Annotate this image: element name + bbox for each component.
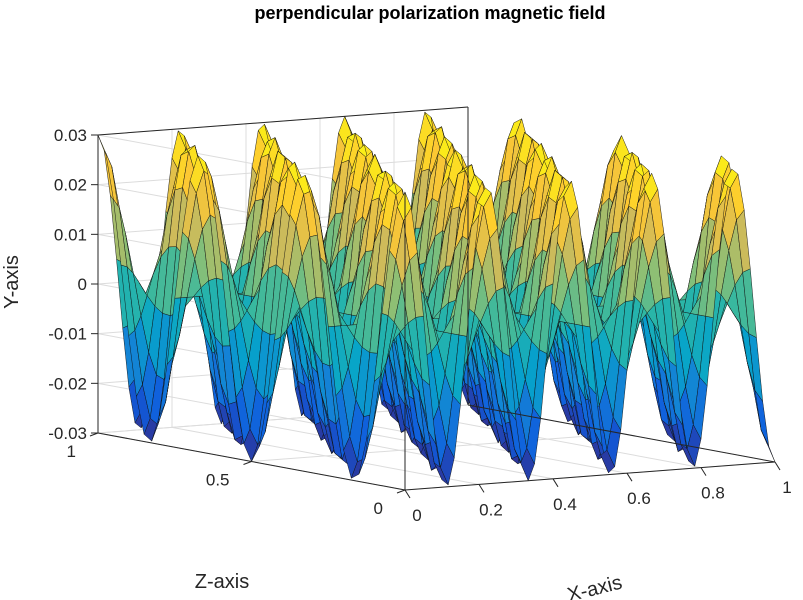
x-tick-mark: [478, 484, 485, 493]
box-edge-floor-right: [467, 404, 776, 463]
z-tick-mark: [243, 461, 252, 465]
y-tick-label: -0.03: [48, 424, 87, 443]
y-tick-label: 0: [78, 275, 87, 294]
x-axis-line: [404, 461, 776, 491]
x-tick-label: 0.6: [627, 489, 651, 508]
box-edge-top-back: [97, 106, 469, 136]
x-axis-label: X-axis: [565, 572, 624, 600]
x-tick-mark: [552, 478, 559, 488]
x-tick-mark: [626, 472, 633, 482]
z-axis-label: Z-axis: [195, 571, 249, 593]
z-tick-mark: [396, 489, 406, 494]
x-tick-label: 0: [412, 506, 421, 525]
x-tick-mark: [774, 461, 781, 471]
y-axis-label: Y-axis: [1, 255, 23, 309]
x-tick-mark: [700, 467, 707, 476]
z-tick-label: 1: [67, 442, 76, 461]
z-tick-label: 0: [374, 499, 383, 518]
tick-labels: -0.03 -0.02 -0.01 0 0.01 0.02 0.03 0 0.2 0.4 0.6 0.…: [48, 126, 791, 525]
x-tick-label: 0.8: [701, 484, 725, 503]
x-tick-label: 1: [782, 478, 791, 497]
y-tick-label: -0.01: [48, 325, 87, 344]
y-tick-label: 0.03: [54, 126, 87, 145]
z-tick-mark: [89, 432, 99, 437]
z-tick-label: 0.5: [206, 471, 230, 490]
y-tick-label: 0.01: [54, 225, 87, 244]
y-tick-label: 0.02: [54, 176, 87, 195]
x-tick-label: 0.2: [479, 500, 503, 519]
x-tick-label: 0.4: [553, 495, 577, 514]
x-tick-mark: [404, 489, 411, 499]
surface-mesh: [97, 111, 776, 486]
chart-title: perpendicular polarization magnetic fiel…: [254, 3, 605, 23]
surface-patch: [760, 430, 776, 463]
y-tick-label: -0.02: [48, 374, 87, 393]
